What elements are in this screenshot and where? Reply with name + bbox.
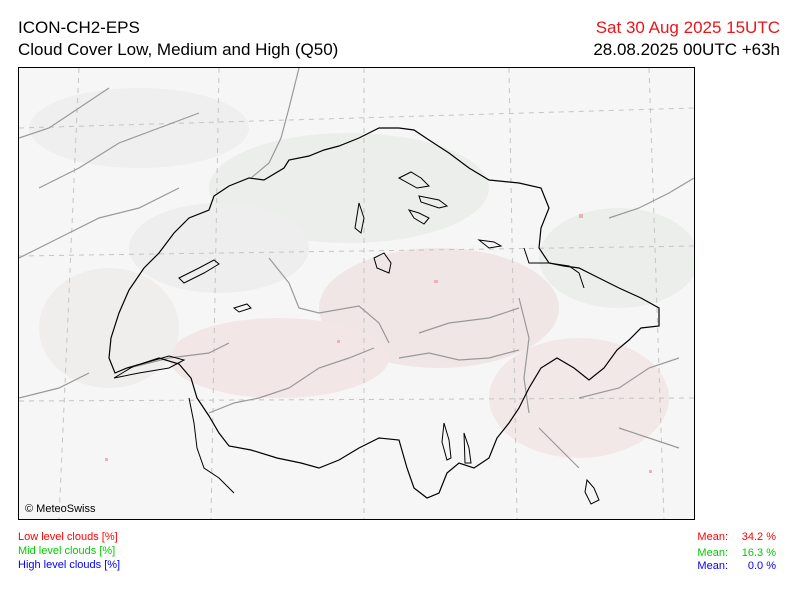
mean-value: 16.3 %: [741, 547, 776, 559]
low-cloud-patch: [319, 248, 559, 368]
cloud-shading: [29, 88, 694, 458]
mean-mid-clouds: Mean: 16.3 %: [697, 547, 776, 559]
mean-low-clouds: Mean: 34.2 %: [697, 531, 776, 543]
regional-border: [188, 397, 235, 494]
river-line: [38, 112, 200, 189]
grid-line: [19, 397, 694, 402]
map-panel[interactable]: © MeteoSwiss: [18, 67, 695, 520]
river-line: [578, 357, 680, 399]
river-lines: [19, 68, 694, 469]
lake: [477, 239, 503, 249]
river-line: [518, 297, 530, 414]
mean-label: Mean:: [697, 531, 728, 543]
lake: [407, 209, 430, 225]
copyright-label: © MeteoSwiss: [25, 503, 96, 515]
river-line: [250, 68, 300, 179]
cloud-patch: [129, 203, 309, 293]
low-cloud-patch: [169, 318, 389, 398]
lake-neuchatel: [178, 259, 220, 284]
lake: [354, 202, 365, 234]
river-line: [19, 187, 180, 259]
cloud-fleck: [337, 340, 340, 343]
valid-time: Sat 30 Aug 2025 15UTC: [595, 18, 780, 37]
mean-value: 0.0 %: [747, 560, 776, 572]
lake-geneva: [113, 355, 186, 379]
lakes: [113, 171, 600, 505]
cloud-patch: [39, 268, 179, 388]
lake: [373, 252, 392, 274]
lake-constance: [397, 171, 431, 189]
river-line: [398, 349, 520, 361]
low-cloud-flecks: [105, 214, 652, 473]
lake: [232, 303, 252, 313]
mean-label: Mean:: [697, 560, 728, 572]
cloud-fleck: [579, 214, 583, 218]
national-border: [108, 127, 660, 499]
product-title: Cloud Cover Low, Medium and High (Q50): [18, 40, 339, 59]
cloud-fleck: [434, 280, 438, 283]
river-line: [268, 257, 390, 344]
legend-low-clouds: Low level clouds [%]: [18, 531, 118, 543]
regional-border: [523, 247, 585, 289]
cloud-fleck: [649, 470, 652, 473]
map-canvas: [19, 68, 694, 519]
mid-cloud-patch: [539, 208, 694, 308]
model-name: ICON-CH2-EPS: [18, 18, 140, 37]
lake: [418, 195, 449, 209]
lake-lugano: [463, 432, 472, 464]
mean-label: Mean:: [697, 547, 728, 559]
river-line: [418, 307, 520, 334]
river-line: [19, 372, 90, 399]
river-line: [608, 177, 694, 219]
legend-high-clouds: High level clouds [%]: [18, 559, 121, 571]
run-time: 28.08.2025 00UTC +63h: [593, 40, 780, 59]
river-line: [538, 427, 580, 469]
lake-maggiore: [441, 422, 452, 461]
mean-high-clouds: Mean: 0.0 %: [697, 560, 776, 572]
river-line: [19, 87, 110, 139]
river-line: [208, 347, 375, 414]
river-line: [618, 427, 680, 449]
legend-mid-clouds: Mid level clouds [%]: [18, 545, 116, 557]
cloud-fleck: [105, 458, 108, 461]
grid-line: [19, 245, 694, 257]
river-line: [128, 342, 230, 369]
grid-lines: [19, 68, 694, 519]
grid-line: [19, 107, 694, 129]
lake-garda: [584, 478, 600, 505]
cloud-patch: [29, 88, 249, 168]
mean-value: 34.2 %: [741, 531, 776, 543]
